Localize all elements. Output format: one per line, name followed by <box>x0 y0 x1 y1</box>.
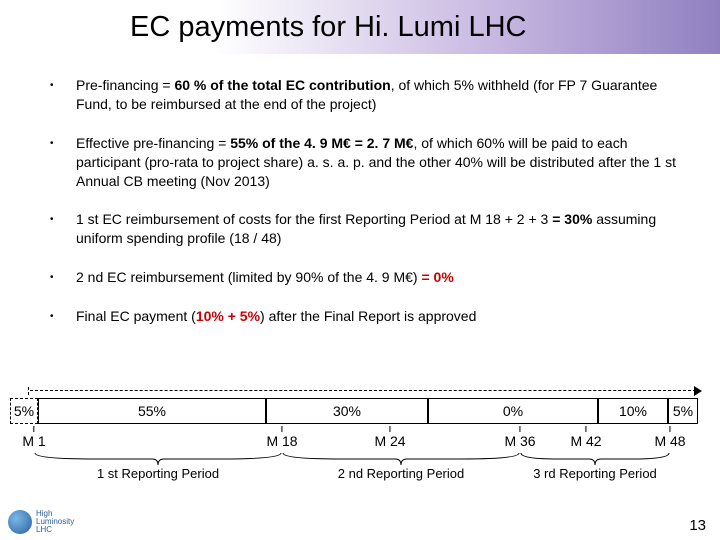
segment-30: 30% <box>266 398 428 424</box>
bullet-item: •Effective pre-financing = 55% of the 4.… <box>50 134 680 191</box>
segment-55: 55% <box>38 398 266 424</box>
slide-title: EC payments for Hi. Lumi LHC <box>130 11 526 44</box>
bullet-dot-icon: • <box>50 268 76 287</box>
brace-label: 2 nd Reporting Period <box>282 466 520 481</box>
brace-label: 3 rd Reporting Period <box>520 466 670 481</box>
tick-label: M 36 <box>504 426 535 449</box>
tick-label: M 48 <box>654 426 685 449</box>
reporting-period-brace: 2 nd Reporting Period <box>282 452 520 481</box>
header-band: EC payments for Hi. Lumi LHC <box>0 0 720 54</box>
bullet-text: 2 nd EC reimbursement (limited by 90% of… <box>76 268 454 287</box>
tick-label: M 42 <box>570 426 601 449</box>
bullet-item: •Final EC payment (10% + 5%) after the F… <box>50 307 680 326</box>
bullet-text: 1 st EC reimbursement of costs for the f… <box>76 210 680 248</box>
tick-label: M 18 <box>266 426 297 449</box>
bullet-dot-icon: • <box>50 134 76 191</box>
timeline-segments: 5% 55% 30% 0% 10% 5% <box>10 398 710 424</box>
segment-10: 10% <box>598 398 668 424</box>
bullet-text: Effective pre-financing = 55% of the 4. … <box>76 134 680 191</box>
segment-0: 0% <box>428 398 598 424</box>
bullet-item: •2 nd EC reimbursement (limited by 90% o… <box>50 268 680 287</box>
bullet-text: Final EC payment (10% + 5%) after the Fi… <box>76 307 476 326</box>
page-number: 13 <box>689 517 706 534</box>
bullet-item: •1 st EC reimbursement of costs for the … <box>50 210 680 248</box>
bullet-list: •Pre-financing = 60 % of the total EC co… <box>0 54 720 326</box>
logo-text: High Luminosity LHC <box>36 510 74 534</box>
bullet-dot-icon: • <box>50 76 76 114</box>
bullet-text: Pre-financing = 60 % of the total EC con… <box>76 76 680 114</box>
tick-label: M 24 <box>374 426 405 449</box>
bullet-item: •Pre-financing = 60 % of the total EC co… <box>50 76 680 114</box>
brace-label: 1 st Reporting Period <box>34 466 282 481</box>
timeline: 5% 55% 30% 0% 10% 5% M 1 M 18 M 24 M 36 M 42… <box>0 398 720 492</box>
timeline-braces: 1 st Reporting Period2 nd Reporting Peri… <box>10 452 710 492</box>
bullet-dot-icon: • <box>50 307 76 326</box>
segment-5-withheld: 5% <box>10 398 38 424</box>
bullet-dot-icon: • <box>50 210 76 248</box>
reporting-period-brace: 1 st Reporting Period <box>34 452 282 481</box>
reporting-period-brace: 3 rd Reporting Period <box>520 452 670 481</box>
segment-5-final: 5% <box>668 398 698 424</box>
timeline-ticks: M 1 M 18 M 24 M 36 M 42 M 48 <box>10 426 710 452</box>
timeline-arrow <box>30 386 702 396</box>
logo: High Luminosity LHC <box>8 510 74 534</box>
logo-globe-icon <box>8 510 32 534</box>
tick-label: M 1 <box>22 426 45 449</box>
